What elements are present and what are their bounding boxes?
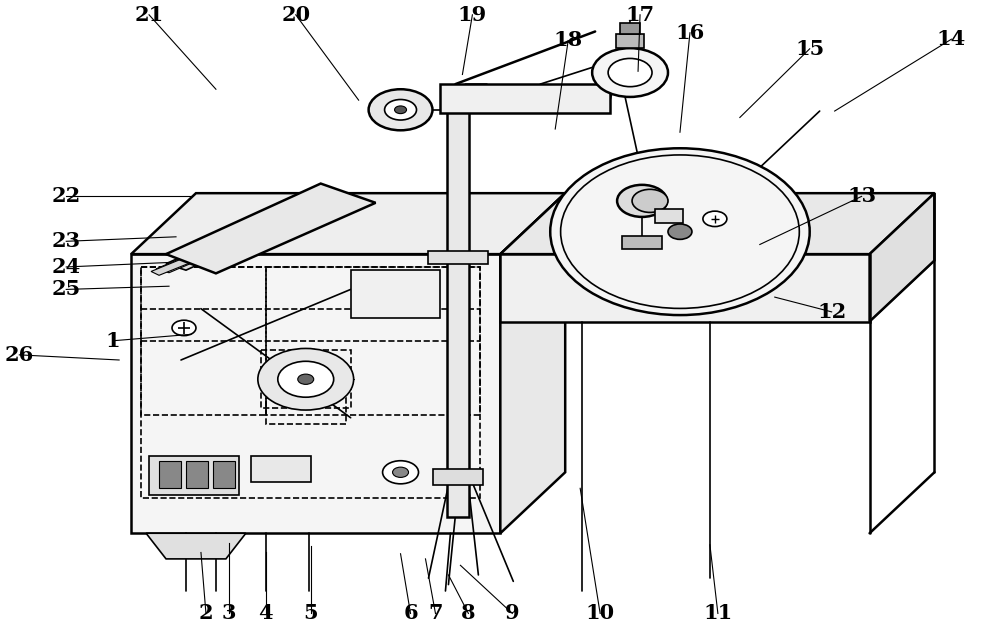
Circle shape [668, 224, 692, 239]
Polygon shape [151, 226, 271, 275]
Bar [159, 462, 181, 488]
Circle shape [393, 467, 409, 477]
Text: 7: 7 [428, 603, 443, 624]
Polygon shape [500, 254, 870, 322]
Text: 21: 21 [134, 5, 164, 25]
Text: 10: 10 [586, 603, 615, 624]
Bar [655, 209, 683, 223]
Polygon shape [166, 183, 376, 273]
Text: 5: 5 [303, 603, 318, 624]
Text: 6: 6 [403, 603, 418, 624]
Text: 13: 13 [847, 186, 876, 206]
Text: 8: 8 [461, 603, 476, 624]
Text: 16: 16 [675, 23, 705, 43]
Bar [351, 270, 440, 318]
Circle shape [632, 189, 668, 212]
Text: 1: 1 [106, 331, 120, 350]
Bar [141, 267, 480, 498]
Circle shape [369, 89, 432, 131]
Circle shape [385, 100, 417, 120]
Circle shape [550, 149, 810, 315]
Circle shape [278, 361, 334, 397]
Bar [622, 236, 662, 249]
Text: 15: 15 [795, 39, 824, 59]
Circle shape [608, 59, 652, 87]
Polygon shape [131, 193, 565, 254]
Polygon shape [440, 84, 610, 113]
Text: 2: 2 [199, 603, 213, 624]
Bar [266, 267, 480, 415]
Polygon shape [156, 201, 329, 273]
Bar [620, 23, 640, 34]
Text: 25: 25 [52, 280, 81, 300]
Text: 11: 11 [703, 603, 733, 624]
Text: 18: 18 [554, 30, 583, 50]
Polygon shape [146, 533, 246, 559]
Text: 12: 12 [817, 302, 846, 322]
Circle shape [395, 106, 407, 114]
Text: 19: 19 [458, 5, 487, 25]
Bar [149, 457, 239, 494]
Bar [447, 100, 469, 517]
Text: 14: 14 [937, 29, 966, 50]
Circle shape [383, 461, 419, 484]
Bar [261, 350, 351, 408]
Circle shape [172, 320, 196, 336]
Polygon shape [166, 193, 341, 270]
Circle shape [592, 48, 668, 97]
Bar [186, 462, 208, 488]
Text: 20: 20 [281, 5, 310, 25]
Polygon shape [500, 193, 565, 533]
Bar [251, 457, 311, 482]
Polygon shape [447, 84, 487, 100]
Text: 24: 24 [52, 257, 81, 277]
Circle shape [617, 185, 667, 217]
Bar [428, 251, 488, 264]
Text: 4: 4 [259, 603, 273, 624]
Polygon shape [870, 193, 934, 322]
Text: 23: 23 [52, 231, 81, 251]
Circle shape [298, 374, 314, 385]
Bar [616, 34, 644, 48]
Circle shape [258, 349, 354, 410]
Bar [213, 462, 235, 488]
Text: 3: 3 [222, 603, 236, 624]
Text: 9: 9 [505, 603, 520, 624]
Bar [433, 469, 483, 485]
Bar [141, 267, 266, 415]
Circle shape [703, 211, 727, 226]
Text: 22: 22 [52, 186, 81, 206]
Text: 26: 26 [5, 345, 34, 365]
Polygon shape [131, 254, 500, 533]
Polygon shape [500, 193, 934, 254]
Bar [266, 399, 346, 424]
Text: 17: 17 [625, 5, 655, 25]
